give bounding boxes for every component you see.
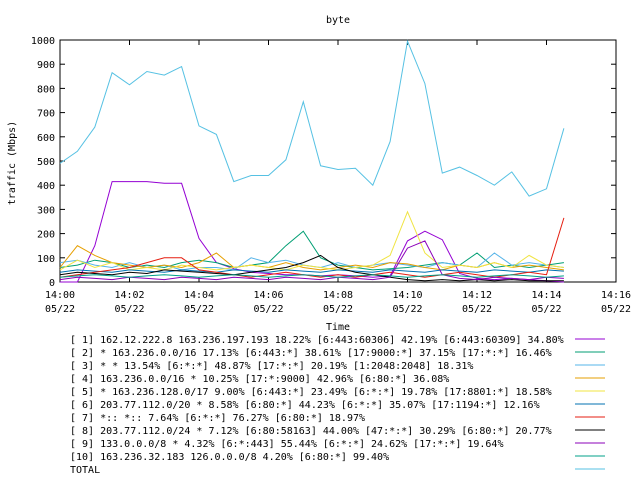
x-tick-date-label: 05/22 [531,304,561,315]
legend-label: [ 8] 203.77.112.0/24 * 7.12% [6:80:58163… [70,426,552,437]
legend-label: [ 4] 163.236.0.0/16 * 10.25% [17:*:9000]… [70,374,449,385]
y-tick-label: 700 [37,109,55,120]
x-axis-label: Time [326,322,350,333]
legend-label: [ 2] * 163.236.0.0/16 17.13% [6:443:*] 3… [70,348,552,359]
legend-label: TOTAL [70,465,100,476]
y-tick-label: 200 [37,230,55,241]
y-axis-ticks: 0 100 200 300 400 500 600 700 800 900 1000 [31,36,616,289]
legend-label: [ 5] * 163.236.128.0/17 9.00% [6:443:*] … [70,387,552,398]
x-tick-time-label: 14:02 [114,290,144,301]
x-tick-time-label: 14:06 [253,290,283,301]
y-tick-label: 0 [49,278,55,289]
series-line-9 [59,240,564,281]
x-tick-date-label: 05/22 [114,304,144,315]
x-tick-time-label: 14:16 [601,290,631,301]
series-line-5 [59,210,564,271]
x-tick-date-label: 05/22 [462,304,492,315]
series-lines [59,39,565,283]
y-tick-label: 800 [37,84,55,95]
x-tick-time-label: 14:10 [392,290,422,301]
y-tick-label: 100 [37,254,55,265]
series-line-2 [59,230,564,271]
x-axis-ticks: 14:00 05/22 14:02 05/22 14:04 05/22 14:06 05/22… [45,40,631,315]
x-tick-time-label: 14:12 [462,290,492,301]
y-tick-label: 900 [37,60,55,71]
legend-label: [10] 163.236.32.183 126.0.0.0/8 4.20% [6… [70,452,389,463]
y-axis-label: traffic (Mbps) [7,121,18,205]
legend-label: [ 6] 203.77.112.0/20 * 8.58% [6:80:*] 44… [70,400,540,411]
series-line-8 [59,254,564,282]
x-tick-time-label: 14:04 [184,290,214,301]
series-line-3 [59,252,564,271]
legend-label: [ 3] * * 13.54% [6:*:*] 48.87% [17:*:*] … [70,361,473,372]
x-tick-time-label: 14:00 [45,290,75,301]
plot-area-frame [59,39,617,283]
chart-title: byte [326,15,350,26]
series-line-6 [59,269,564,273]
y-tick-label: 1000 [31,36,55,47]
x-tick-date-label: 05/22 [323,304,353,315]
x-tick-time-label: 14:08 [323,290,353,301]
y-tick-label: 600 [37,133,55,144]
legend: [ 1] 162.12.222.8 163.236.197.193 18.22%… [70,335,605,476]
x-tick-date-label: 05/22 [601,304,631,315]
series-line-11 [59,39,565,197]
x-tick-date-label: 05/22 [184,304,214,315]
y-tick-label: 400 [37,181,55,192]
series-line-10 [59,274,564,278]
legend-label: [ 1] 162.12.222.8 163.236.197.193 18.22%… [70,335,564,346]
x-tick-date-label: 05/22 [392,304,422,315]
legend-label: [ 9] 133.0.0.0/8 * 4.32% [6:*:443] 55.44… [70,439,503,450]
legend-label: [ 7] *:: *:: 7.64% [6:*:*] 76.27% [6:80:… [70,413,365,424]
y-tick-label: 300 [37,205,55,216]
x-tick-date-label: 05/22 [253,304,283,315]
x-tick-date-label: 05/22 [45,304,75,315]
y-tick-label: 500 [37,157,55,168]
x-tick-time-label: 14:14 [531,290,561,301]
series-line-7 [59,217,565,278]
